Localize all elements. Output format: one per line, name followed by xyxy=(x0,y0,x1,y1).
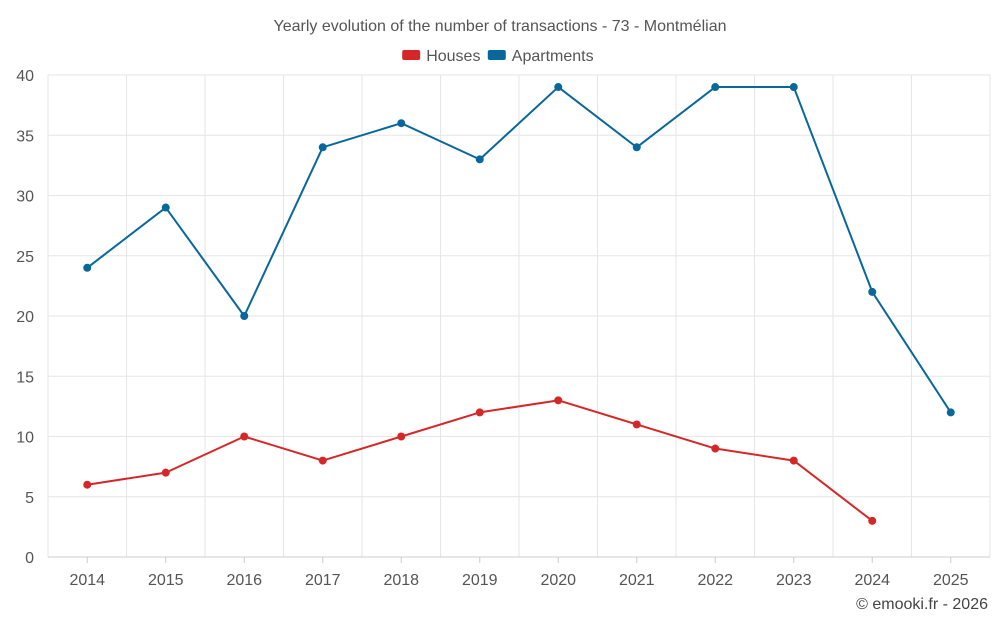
data-point[interactable] xyxy=(318,143,327,152)
x-tick-label: 2015 xyxy=(148,572,184,589)
y-tick-label: 40 xyxy=(16,68,34,85)
data-point[interactable] xyxy=(83,480,92,489)
x-tick-label: 2014 xyxy=(69,572,105,589)
legend: Houses Apartments xyxy=(402,48,594,65)
legend-swatch xyxy=(402,50,421,60)
credit-text: © emooki.fr - 2026 xyxy=(856,596,988,613)
data-point[interactable] xyxy=(946,408,955,417)
data-point[interactable] xyxy=(161,203,170,212)
x-tick-label: 2018 xyxy=(383,572,419,589)
legend-item-houses[interactable]: Houses xyxy=(402,48,480,65)
y-tick-label: 25 xyxy=(16,249,34,266)
y-tick-label: 15 xyxy=(16,369,34,386)
x-tick-label: 2016 xyxy=(226,572,262,589)
data-point[interactable] xyxy=(161,468,170,477)
data-point[interactable] xyxy=(789,83,798,92)
legend-swatch xyxy=(487,50,506,60)
data-point[interactable] xyxy=(240,312,249,320)
x-tick-label: 2024 xyxy=(854,572,890,589)
data-point[interactable] xyxy=(868,287,877,296)
series-line xyxy=(86,86,952,413)
data-point[interactable] xyxy=(318,456,327,465)
data-point[interactable] xyxy=(554,396,563,405)
data-point[interactable] xyxy=(397,119,406,128)
data-point[interactable] xyxy=(397,432,406,441)
data-point[interactable] xyxy=(632,420,641,429)
y-tick-label: 20 xyxy=(16,309,34,326)
chart-title: Yearly evolution of the number of transa… xyxy=(274,18,727,35)
y-tick-label: 30 xyxy=(16,189,34,206)
y-tick-label: 35 xyxy=(16,128,34,145)
x-tick-label: 2019 xyxy=(462,572,498,589)
legend-label: Houses xyxy=(426,48,480,65)
series-apartments xyxy=(83,83,955,417)
data-point[interactable] xyxy=(83,263,92,272)
x-tick-label: 2021 xyxy=(619,572,655,589)
data-point[interactable] xyxy=(632,143,641,152)
y-tick-label: 10 xyxy=(16,430,34,447)
series-layer xyxy=(83,83,955,525)
y-tick-label: 5 xyxy=(25,490,34,507)
data-point[interactable] xyxy=(475,408,484,417)
y-tick-label: 0 xyxy=(25,550,34,567)
legend-label: Apartments xyxy=(512,48,594,65)
x-tick-label: 2023 xyxy=(776,572,812,589)
data-point[interactable] xyxy=(475,155,484,164)
data-point[interactable] xyxy=(554,83,563,92)
data-point[interactable] xyxy=(868,516,877,525)
x-tick-label: 2025 xyxy=(933,572,969,589)
grid xyxy=(47,74,991,557)
data-point[interactable] xyxy=(711,83,720,92)
x-tick-label: 2017 xyxy=(305,572,341,589)
x-tick-label: 2022 xyxy=(697,572,733,589)
data-point[interactable] xyxy=(789,456,798,465)
x-tick-label: 2020 xyxy=(540,572,576,589)
data-point[interactable] xyxy=(240,432,249,441)
series-houses xyxy=(83,396,877,525)
data-point[interactable] xyxy=(711,444,720,453)
legend-item-apartments[interactable]: Apartments xyxy=(487,48,594,65)
